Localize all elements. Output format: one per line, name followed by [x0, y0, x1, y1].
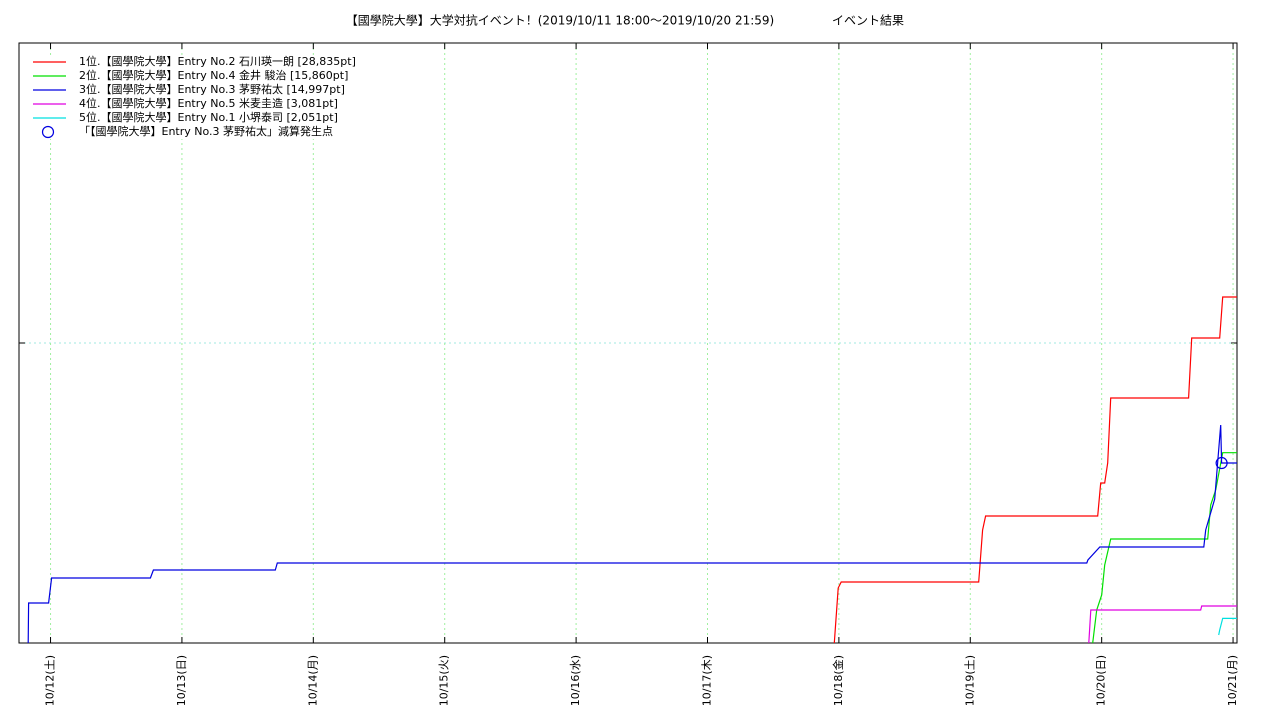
legend-bg [28, 97, 358, 111]
legend-label: 3位.【國學院大學】Entry No.3 茅野祐太 [14,997pt] [79, 82, 345, 96]
series-line [1092, 452, 1237, 644]
x-tick-label: 10/13(日) [175, 655, 188, 706]
legend-marker [41, 125, 55, 139]
series-line [1218, 617, 1237, 636]
x-tick-label: 10/15(火) [438, 655, 451, 706]
x-tick-label: 10/20(日) [1095, 655, 1108, 706]
x-tick-label: 10/12(土) [44, 655, 57, 706]
x-tick-label: 10/17(木) [700, 655, 713, 706]
series-line [833, 296, 1237, 644]
chart-title: 【國學院大學】大学対抗イベント！(2019/10/11 18:00～2019/1… [346, 13, 775, 28]
legend-label: 5位.【國學院大學】Entry No.1 小堺泰司 [2,051pt] [79, 110, 338, 124]
series-line [1088, 605, 1237, 644]
x-tick-label: 10/19(土) [963, 655, 976, 706]
chart-subtitle: イベント結果 [832, 14, 904, 28]
legend-label: 4位.【國學院大學】Entry No.5 米麦圭造 [3,081pt] [79, 96, 338, 110]
marker [1215, 456, 1228, 470]
legend-bg [28, 69, 358, 83]
legend-bg [28, 125, 358, 139]
legend-label: 2位.【國學院大學】Entry No.4 金井 駿治 [15,860pt] [79, 68, 348, 82]
legend-bg [28, 83, 358, 97]
x-tick-label: 10/16(水) [569, 655, 582, 706]
series-line [27, 424, 1237, 644]
legend-bg [28, 55, 358, 69]
legend-label: 「【國學院大學】Entry No.3 茅野祐太」減算発生点 [79, 124, 333, 138]
legend-label: 1位.【國學院大學】Entry No.2 石川瑛一朗 [28,835pt] [79, 54, 356, 68]
x-tick-label: 10/21(月) [1226, 655, 1239, 706]
x-tick-label: 10/14(月) [306, 655, 319, 706]
x-tick-label: 10/18(金) [831, 655, 845, 706]
legend-bg [28, 111, 358, 125]
